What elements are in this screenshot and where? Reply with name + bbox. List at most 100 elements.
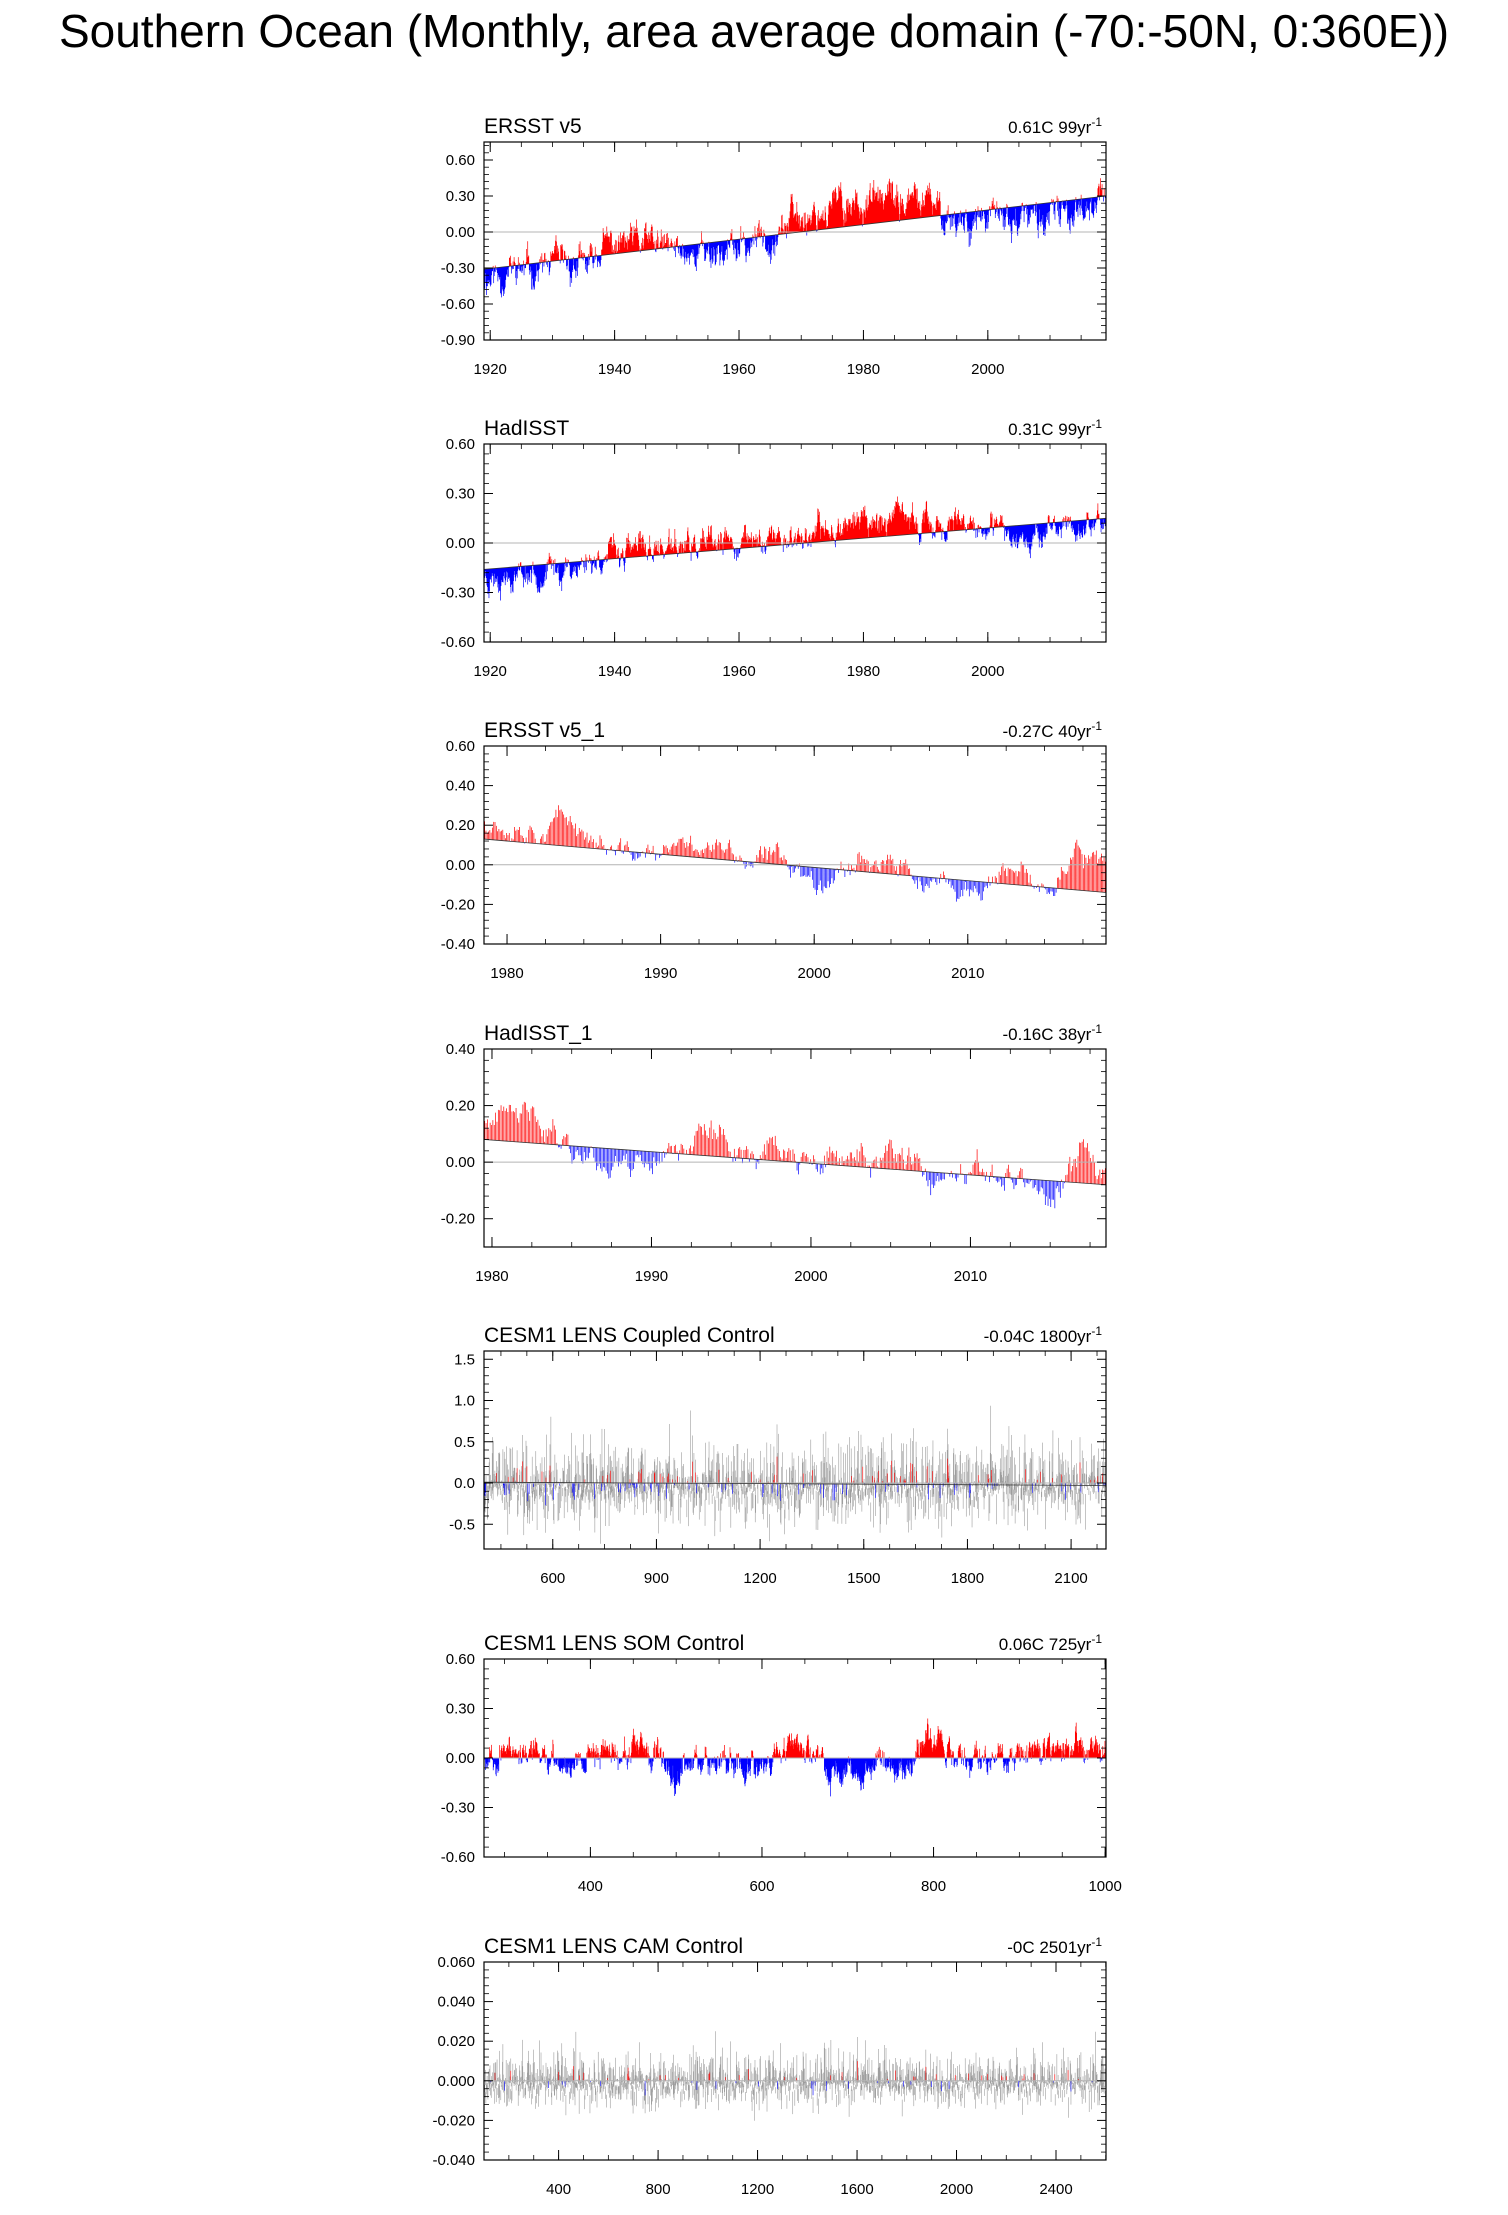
y-tick-label: 0.40 [446,778,475,795]
y-axis: -0.60 -0.30 0.00 0.30 0.60 [441,1651,1106,1866]
y-tick-label: 0.020 [437,2033,475,2050]
trend-label-text: -0C 2501yr [1007,1938,1091,1957]
y-tick-label: -0.30 [441,585,475,602]
chart-panel-1: ERSST v5 0.61C 99yr-1 -0.90 -0.60 -0.30 0.00 0… [441,115,1107,378]
x-tick-label: 1920 [474,663,507,680]
plot-frame [483,745,1107,945]
y-tick-label: 1.5 [454,1351,475,1368]
y-tick-label: 0.00 [446,857,475,874]
trend-label-text: 0.61C 99yr [1008,118,1091,137]
trend-label-text: -0.27C 40yr [1003,722,1092,741]
data-series [483,1405,1107,1544]
noise-series [483,2031,1107,2121]
x-tick-label: 900 [644,1570,669,1587]
x-tick-label: 2400 [1039,2181,1072,2198]
x-tick-label: 2100 [1054,1570,1087,1587]
x-tick-label: 2000 [794,1268,827,1285]
page-title: Southern Ocean (Monthly, area average do… [58,5,1450,57]
trend-label-text: 0.06C 725yr [999,1635,1092,1654]
trend-line [483,195,1107,270]
trend-label-sup: -1 [1091,719,1102,733]
y-tick-label: 0.60 [446,1651,475,1668]
data-series [484,805,1106,902]
y-tick-label: 0.060 [437,1954,475,1971]
plot-frame [483,1961,1107,2161]
negative-anomaly-series [483,518,1106,601]
positive-anomaly-series [484,1101,1106,1185]
y-tick-label: -0.60 [441,634,475,651]
x-tick-label: 1600 [840,2181,873,2198]
trend-label-sup: -1 [1091,1324,1102,1338]
y-axis: -0.60 -0.30 0.00 0.30 0.60 [441,436,1106,651]
x-tick-label: 1960 [722,663,755,680]
y-tick-label: -0.60 [441,1849,475,1866]
data-series [483,496,1107,601]
trend-label-sup: -1 [1091,1935,1102,1949]
y-axis: -0.5 0.0 0.5 1.0 1.5 [449,1350,1106,1533]
y-tick-label: 0.60 [446,436,475,453]
y-tick-label: 0.00 [446,224,475,241]
positive-anomaly-series [484,805,1106,893]
negative-anomaly-series [484,1483,1106,1506]
y-tick-label: 0.40 [446,1041,475,1058]
x-axis: 1920 1940 1960 1980 2000 [474,444,1082,680]
positive-anomaly-series [496,1456,1103,1483]
y-tick-label: 0.000 [437,2073,475,2090]
x-tick-label: 600 [749,1878,774,1895]
x-tick-label: 2010 [951,965,984,982]
panel-title: CESM1 LENS SOM Control [484,1632,744,1655]
chart-panel-7: CESM1 LENS CAM Control -0C 2501yr-1-0.040… [432,1935,1107,2198]
x-tick-label: 2000 [971,361,1004,378]
y-tick-label: -0.30 [441,1800,475,1817]
negative-anomaly-series [483,196,1107,298]
x-tick-label: 1200 [741,2181,774,2198]
negative-anomaly-series [490,2080,1093,2096]
x-tick-label: 2010 [954,1268,987,1285]
x-tick-label: 1990 [635,1268,668,1285]
trend-line [483,517,1107,570]
chart-panel-2: HadISST 0.31C 99yr-1 -0.60 -0.30 0.00 0.30 0.6… [441,417,1107,680]
data-series [483,178,1107,298]
plot-frame [483,141,1107,341]
trend-label-sup: -1 [1091,1022,1102,1036]
trend-label-text: 0.31C 99yr [1008,420,1091,439]
y-tick-label: 0.00 [446,1154,475,1171]
y-axis: -0.40 -0.20 0.00 0.20 0.40 0.60 [441,738,1106,953]
x-axis: 400 800 1200 1600 2000 2400 [483,1962,1107,2198]
data-series [484,1101,1106,1209]
y-tick-label: -0.5 [449,1516,475,1533]
panel-title: CESM1 LENS Coupled Control [484,1324,775,1347]
y-tick-label: -0.40 [441,936,475,953]
y-tick-label: -0.20 [441,896,475,913]
y-tick-label: 0.30 [446,1701,475,1718]
trend-label-sup: -1 [1091,1632,1102,1646]
x-tick-label: 1920 [474,361,507,378]
trend-line [483,838,1107,893]
trend-label-text: -0.04C 1800yr [984,1327,1092,1346]
x-tick-label: 400 [546,2181,571,2198]
positive-anomaly-series [494,2061,1082,2081]
trend-line [483,1139,1107,1186]
positive-anomaly-series [492,178,1106,269]
y-axis: -0.90 -0.60 -0.30 0.00 0.30 0.60 [441,145,1106,349]
panel-title: ERSST v5 [484,115,582,138]
data-series [483,2031,1107,2121]
x-tick-label: 1800 [951,1570,984,1587]
x-tick-label: 1000 [1088,1878,1121,1895]
trend-label: -0.27C 40yr-1 [1003,719,1103,741]
y-tick-label: 0.60 [446,152,475,169]
panel-title: CESM1 LENS CAM Control [484,1935,743,1958]
positive-anomaly-series [488,1718,1107,1758]
x-tick-label: 1960 [722,361,755,378]
x-tick-label: 2000 [971,663,1004,680]
y-tick-label: -0.90 [441,332,475,349]
x-tick-label: 1980 [490,965,523,982]
trend-label: -0.16C 38yr-1 [1003,1022,1103,1044]
trend-label: -0.04C 1800yr-1 [984,1324,1103,1346]
chart-panel-4: HadISST_1 -0.16C 38yr-1-0.200.000.200.401… [441,1022,1107,1285]
x-tick-label: 1980 [475,1268,508,1285]
x-tick-label: 1940 [598,361,631,378]
trend-label: 0.31C 99yr-1 [1008,417,1102,439]
panel-title: ERSST v5_1 [484,719,605,742]
